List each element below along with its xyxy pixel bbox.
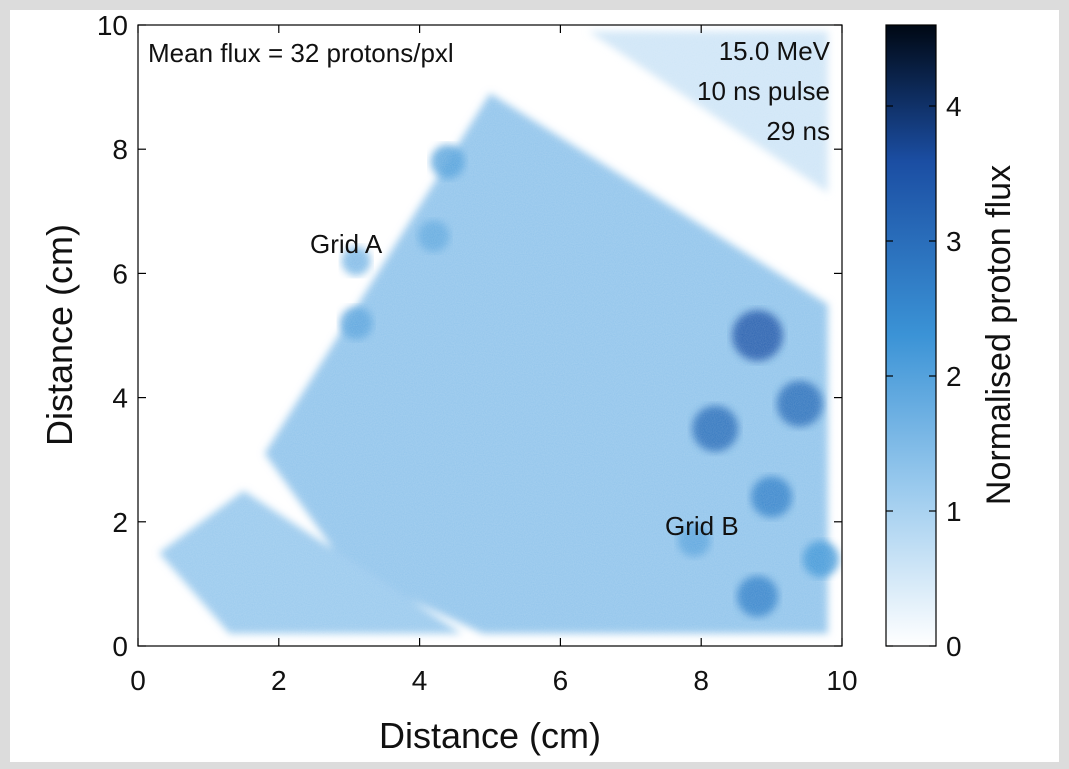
x-axis-label: Distance (cm): [379, 715, 601, 756]
x-tick-label: 6: [553, 665, 569, 696]
colorbar-tick-label: 1: [946, 496, 962, 527]
colorbar-label: Normalised proton flux: [980, 165, 1018, 505]
x-tick-label: 10: [826, 665, 857, 696]
y-tick-label: 8: [112, 134, 128, 165]
y-axis: 0 2 4 6 8 10: [97, 10, 842, 662]
time-label: 29 ns: [766, 116, 830, 146]
y-tick-label: 0: [112, 631, 128, 662]
colorbar-tick-label: 0: [946, 631, 962, 662]
pulse-label: 10 ns pulse: [697, 76, 830, 106]
colorbar: [885, 24, 937, 647]
colorbar-ticks: 0 1 2 3 4: [886, 91, 962, 662]
x-tick-label: 4: [412, 665, 428, 696]
figure-frame: 0 2 4 6 8 10 0 2 4 6 8 10 Mean flux = 32 protons/p…: [10, 10, 1059, 762]
mean-flux-label: Mean flux = 32 protons/pxl: [148, 38, 454, 68]
y-axis-label: Distance (cm): [39, 224, 80, 446]
colorbar-tick-label: 3: [946, 226, 962, 257]
y-tick-label: 6: [112, 258, 128, 289]
energy-label: 15.0 MeV: [719, 36, 831, 66]
x-axis: 0 2 4 6 8 10: [130, 25, 858, 696]
x-tick-label: 0: [130, 665, 146, 696]
x-tick-label: 2: [271, 665, 287, 696]
noise-overlay: [138, 25, 842, 646]
grid-a-label: Grid A: [310, 229, 383, 259]
x-tick-label: 8: [693, 665, 709, 696]
colorbar-tick-label: 4: [946, 91, 962, 122]
grid-b-label: Grid B: [665, 511, 739, 541]
plot-border: [137, 24, 843, 647]
y-tick-label: 4: [112, 383, 128, 414]
colorbar-tick-label: 2: [946, 361, 962, 392]
y-tick-label: 2: [112, 507, 128, 538]
y-tick-label: 10: [97, 10, 128, 41]
